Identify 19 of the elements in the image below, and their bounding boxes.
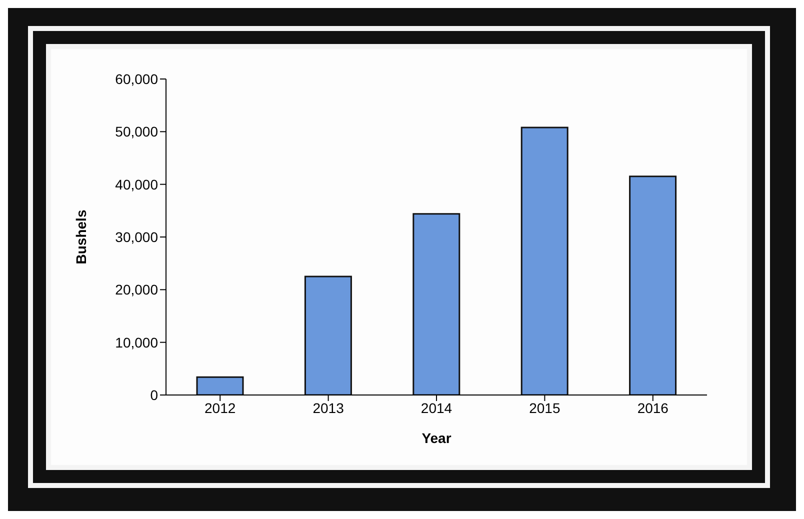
y-axis-title: Bushels (72, 210, 89, 264)
y-tick-label: 40,000 (115, 176, 158, 192)
y-tick-label: 30,000 (115, 228, 158, 245)
bar (629, 176, 677, 395)
bar (520, 126, 568, 395)
bar (304, 276, 352, 395)
x-tick-label: 2012 (204, 400, 236, 416)
bar (412, 213, 460, 395)
y-tick-label: 20,000 (115, 282, 158, 298)
x-tick-label: 2015 (529, 400, 560, 416)
y-tick-label: 0 (150, 386, 158, 403)
y-tick-label: 50,000 (115, 124, 158, 140)
x-tick-label: 2016 (637, 400, 669, 416)
x-axis-title: Year (422, 430, 452, 446)
bar (196, 376, 244, 395)
x-tick-label: 2013 (312, 400, 344, 416)
x-tick-label: 2014 (420, 400, 452, 416)
y-tick-label: 60,000 (115, 70, 158, 87)
y-tick-label: 10,000 (115, 334, 158, 350)
